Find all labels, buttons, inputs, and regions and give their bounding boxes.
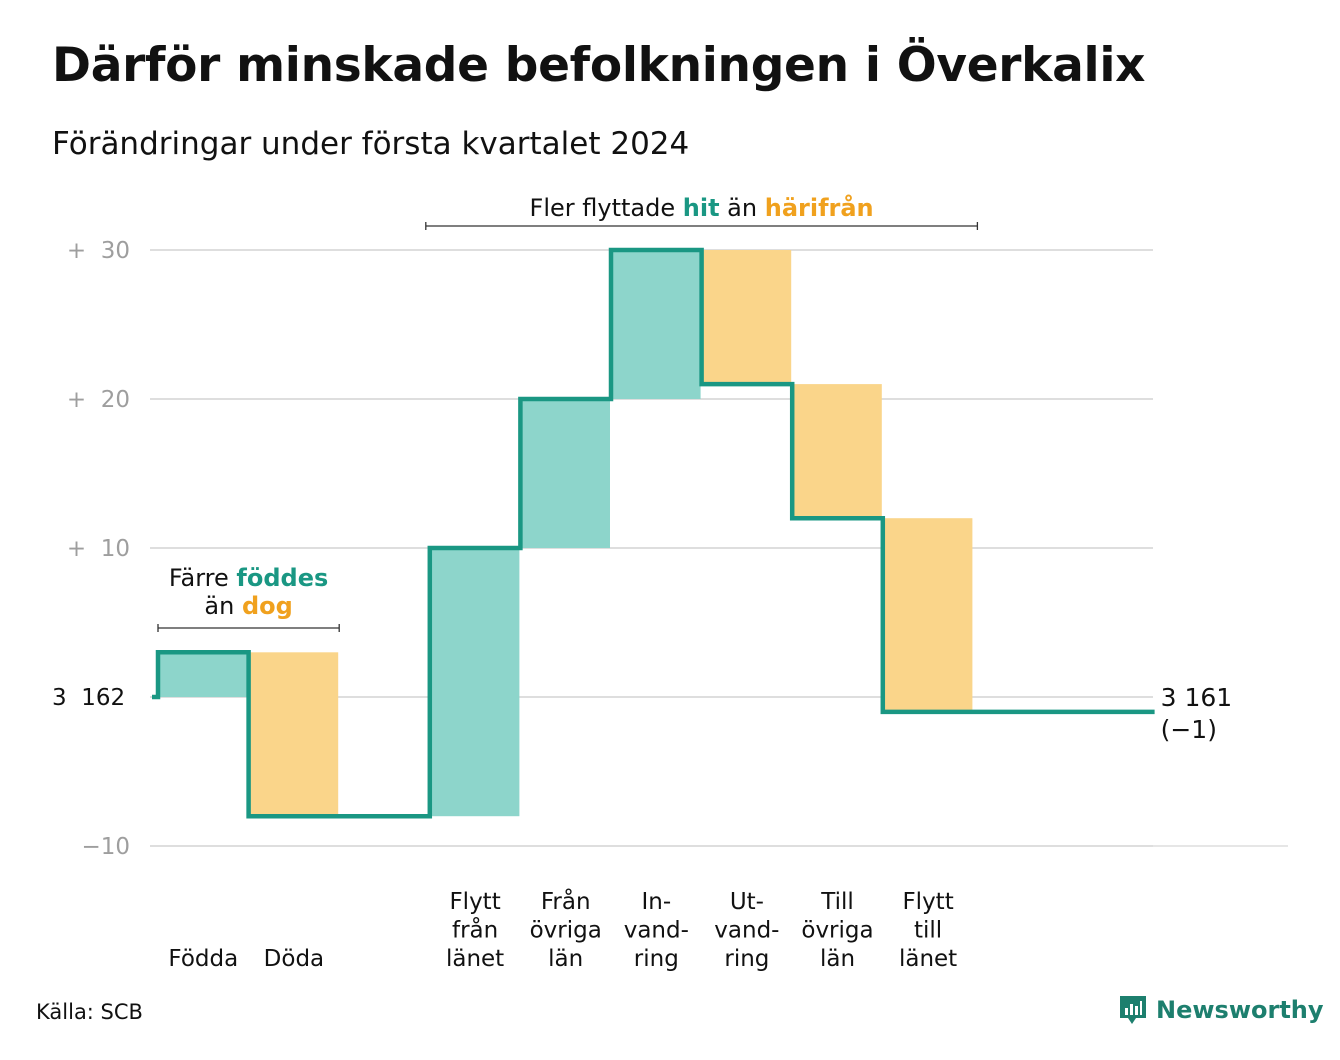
y-axis-ticks: + 30 + 20 + 10 3 162 −10: [52, 238, 130, 860]
category-label-line: övriga: [530, 918, 602, 944]
increase-bar: [611, 250, 701, 399]
category-label-line: Flytt: [902, 889, 953, 915]
category-label-line: till: [914, 918, 942, 944]
annotation-text: än: [204, 592, 242, 620]
newsworthy-logo-icon: [1120, 996, 1146, 1024]
increase-bar: [158, 652, 248, 697]
category-label-line: Till: [820, 889, 854, 915]
category-label: Ut-vand-ring: [714, 889, 779, 972]
annotation-highlight: hit: [683, 194, 720, 222]
category-label-line: ring: [724, 946, 769, 972]
decrease-bar: [792, 384, 882, 519]
increase-bar: [520, 399, 610, 548]
category-label-line: Döda: [264, 946, 324, 972]
chart-title: Därför minskade befolkningen i Överkalix: [52, 38, 1146, 93]
bars: [158, 250, 973, 817]
decrease-bar: [701, 250, 792, 385]
annotation-highlight: dog: [242, 592, 293, 620]
births-annotation-line2: än dog: [204, 592, 292, 620]
increase-bar: [429, 548, 520, 817]
source-note: Källa: SCB: [36, 1000, 143, 1024]
y-tick-label: −10: [81, 834, 130, 860]
category-label: Födda: [168, 946, 238, 972]
category-label-line: från: [452, 916, 498, 944]
category-label-line: ring: [634, 946, 679, 972]
net-change-label: (−1): [1161, 715, 1217, 744]
running-total-line: 3 161 (−1): [152, 247, 1233, 819]
migration-annotation: Fler flyttade hit än härifrån: [530, 193, 874, 222]
births-annotation-line1: Färre föddes: [169, 564, 328, 592]
category-labels: Födda DödaFlyttfrånlänetFrånövrigalänIn-v…: [168, 887, 957, 972]
category-label-line: In-: [641, 889, 671, 915]
newsworthy-logo: Newsworthy: [1118, 994, 1324, 1026]
category-label-line: Flytt: [449, 889, 500, 915]
category-label-line: övriga: [801, 918, 873, 944]
running-total-path: [152, 247, 1155, 819]
category-label: In-vand-ring: [624, 889, 689, 972]
decrease-bar: [248, 652, 339, 817]
category-label-line: Ut-: [730, 889, 764, 915]
annotation-highlight: härifrån: [765, 193, 874, 222]
category-label: Döda: [264, 946, 324, 972]
decrease-bar: [882, 518, 973, 712]
annotation-text: Fler flyttade: [530, 194, 683, 222]
end-value-label: 3 161: [1161, 683, 1233, 712]
category-label-line: Från: [541, 887, 591, 915]
annotation-text: än: [720, 194, 765, 222]
category-label-line: län: [820, 946, 855, 972]
y-tick-label: + 20: [67, 387, 130, 413]
chart-subtitle: Förändringar under första kvartalet 2024: [52, 126, 690, 162]
y-tick-label-start-value: 3 162: [52, 685, 125, 711]
category-label-line: länet: [446, 946, 504, 972]
category-label-line: Födda: [168, 946, 238, 972]
category-label-line: länet: [899, 946, 957, 972]
migration-bracket: [425, 222, 979, 230]
newsworthy-logo-text: Newsworthy: [1156, 996, 1324, 1024]
category-label-line: vand-: [714, 918, 779, 944]
annotation-text: Färre: [169, 564, 237, 592]
category-label-line: vand-: [624, 918, 689, 944]
y-tick-label: + 30: [67, 238, 130, 264]
births-bracket: [157, 624, 340, 632]
y-tick-label: + 10: [67, 536, 130, 562]
annotation-highlight: föddes: [236, 564, 328, 592]
category-label-line: län: [548, 946, 583, 972]
